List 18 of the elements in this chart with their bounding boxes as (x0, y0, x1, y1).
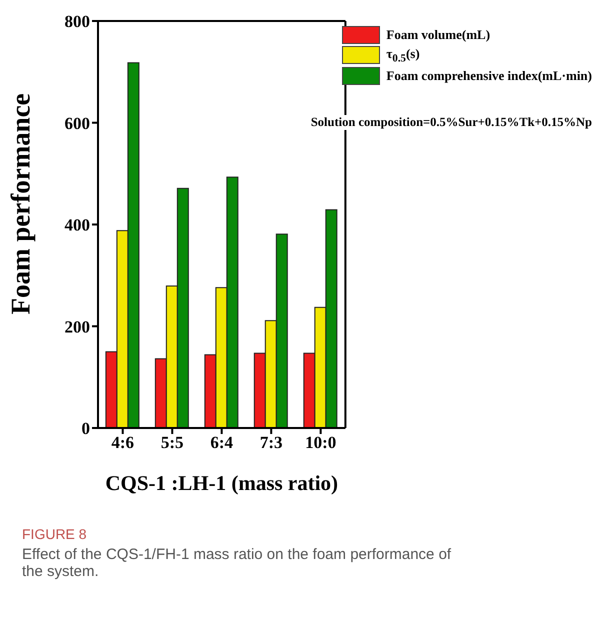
y-tick-label: 0 (82, 419, 90, 438)
y-tick-label: 600 (64, 114, 90, 133)
x-tick-label: 6:4 (210, 433, 234, 452)
x-tick-label: 7:3 (260, 433, 283, 452)
y-tick-label: 800 (64, 12, 90, 32)
text: Effect of the CQS-1/FH-1 mass ratio on the foam performance of the system. (22, 546, 452, 580)
x-tick-label: 10:0 (305, 433, 336, 452)
y-tick-label: 400 (64, 216, 90, 235)
annotation: Solution composition=0.5%Sur+0.15%Tk+0.15%Np (310, 115, 592, 130)
x-tick-label: 4:6 (111, 433, 134, 452)
caption: FIGURE 8 (22, 526, 88, 542)
x-axis-title: CQS-1 :LH-1 (mass ratio) (105, 471, 338, 495)
y-tick-label: 200 (64, 317, 90, 336)
legend-label: τ$_{0.5}$(s) (386, 46, 420, 65)
x-tick-label: 5:5 (160, 433, 184, 452)
legend-label: Foam volume(mL) (386, 27, 490, 43)
legend-label: Foam comprehensive index(mL·min) (386, 68, 592, 84)
y-axis-title: Foam performance (6, 93, 36, 314)
